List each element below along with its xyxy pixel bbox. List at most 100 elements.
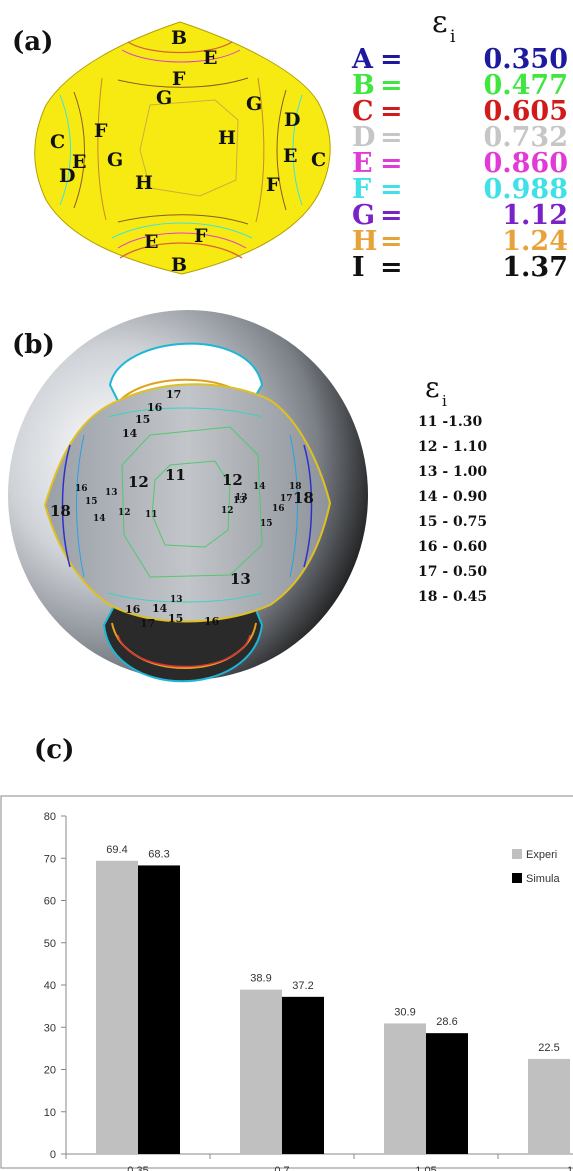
panel-b-map-label: 15 [260, 519, 273, 529]
panel-b-label: (b) [12, 330, 55, 360]
panel-a-contour [117, 214, 249, 225]
panel-b-contour [76, 434, 85, 578]
panel-b-map-label: 14 [253, 482, 266, 492]
panel-a-legend-value: 0.732 [483, 122, 568, 153]
panel-a-legend-key: D [352, 122, 375, 153]
panel-a-legend-row: A = 0.350 [351, 44, 568, 75]
panel-a-legend-epsilon: ε [432, 5, 448, 40]
panel-a-map-label: E [144, 231, 158, 253]
panel-b-map-label: 14 [93, 514, 106, 524]
panel-a-legend-eq: = [380, 122, 403, 153]
panel-a-legend-value: 0.860 [483, 148, 568, 179]
panel-b-map-label: 12 [221, 506, 234, 516]
panel-b-legend-item: 18 - 0.45 [418, 589, 487, 605]
panel-b-map-label: 17 [280, 494, 293, 504]
panel-a-legend-eq: = [380, 70, 403, 101]
panel-b-map-label: 13 [235, 493, 248, 503]
panel-a-map-label: C [311, 149, 326, 171]
panel-a-legend-value: 0.477 [483, 70, 568, 101]
panel-b-map-label: 11 [145, 510, 158, 520]
panel-b-legend-epsilon: ε [425, 371, 440, 404]
panel-a-legend-value: 1.12 [502, 200, 568, 231]
panel-b-map-label: 16 [125, 603, 141, 616]
panel-a-map-label: E [203, 47, 217, 69]
legend-swatch [512, 873, 522, 883]
panel-b-map-label: 13 [105, 488, 118, 498]
panel-a-contour [127, 41, 233, 54]
panel-b-map-label: 14 [152, 602, 168, 615]
panel-b: 17 16 15 14 11 12 12 13 18 18 16 15 13 1… [0, 305, 573, 705]
panel-a-legend-subscript: i [450, 27, 456, 47]
panel-a-legend-value: 1.37 [502, 252, 568, 283]
panel-b-map-label: 13 [230, 570, 251, 588]
bar-series-2 [138, 865, 180, 1154]
panel-b-contour [303, 444, 313, 568]
panel-a-legend-row: D = 0.732 [352, 122, 568, 153]
panel-a-legend-eq: = [380, 174, 403, 205]
panel-a-legend-eq: = [380, 148, 403, 179]
x-tick-label: 1 [567, 1165, 573, 1171]
y-tick-label: 30 [44, 1022, 56, 1034]
panel-a-legend-eq: = [380, 44, 403, 75]
panel-a-legend-title: ε i [432, 5, 456, 47]
panel-a-map-label: G [246, 93, 262, 115]
panel-a-legend-row: G = 1.12 [352, 200, 568, 231]
panel-b-legend-item: 13 - 1.00 [418, 464, 487, 480]
panel-a-map-label: D [59, 165, 75, 187]
panel-b-bottom-lobe-contour [117, 634, 251, 668]
bar-series-1 [240, 989, 282, 1154]
panel-a-map-label: F [266, 174, 280, 196]
panel-a-map-label: C [50, 131, 65, 153]
panel-b-contour [289, 434, 298, 578]
y-tick-label: 0 [50, 1149, 56, 1161]
panel-a-contour [276, 89, 287, 211]
panel-a-map-label: G [107, 149, 123, 171]
x-tick-label: 0,7 [274, 1165, 289, 1171]
panel-a-map-label: B [171, 27, 187, 49]
bar-series-2 [426, 1033, 468, 1154]
panel-b-map-label: 16 [147, 401, 163, 414]
panel-b-map-label: 12 [222, 471, 243, 489]
data-label: 22.5 [538, 1042, 559, 1054]
panel-a-legend-key: A [351, 44, 374, 75]
panel-a-contour [121, 49, 241, 63]
x-tick-label: 0,35 [127, 1165, 148, 1171]
panel-b-map-label: 16 [75, 484, 88, 494]
panel-a-map-label: F [172, 68, 186, 90]
bar-chart: 0 10 20 30 40 50 60 70 80 0,35 69.4 68.3 0,7 38.9 37.2… [44, 811, 573, 1171]
panel-a-legend-eq: = [380, 226, 403, 257]
panel-a-map-label: F [94, 120, 108, 142]
panel-a-legend-key: B [352, 70, 375, 101]
panel-b-legend-title: ε i [425, 371, 447, 410]
panel-b-map-label: 17 [140, 617, 155, 630]
panel-b-contour [107, 407, 263, 418]
panel-a-strain-map [34, 21, 331, 275]
bar-series-1 [528, 1058, 570, 1154]
panel-b-map-labels: 17 16 15 14 11 12 12 13 18 18 16 15 13 1… [50, 388, 314, 630]
panel-a-legend-key: E [352, 148, 373, 179]
panel-a-contour [59, 94, 71, 206]
legend-swatch [512, 849, 522, 859]
panel-a-legend-key: H [352, 226, 378, 257]
panel-b-contour [61, 444, 71, 568]
panel-b-map-label: 15 [168, 612, 183, 625]
panel-b-map-label: 12 [118, 508, 131, 518]
panel-a-map-label: G [156, 87, 172, 109]
panel-a-map-label: F [194, 225, 208, 247]
panel-a-map-label: D [284, 109, 300, 131]
panel-b-map-label: 17 [166, 388, 181, 401]
panel-a-legend-eq: = [380, 200, 403, 231]
panel-b-map-label: 16 [204, 615, 220, 628]
panel-b-map-label: 14 [122, 427, 138, 440]
panel-b-map-label: 18 [289, 482, 302, 492]
panel-a: B E F G G D H C F E C D E G H F E F B (a… [0, 0, 573, 290]
panel-b-contour [107, 592, 263, 603]
panel-a-legend-key: C [352, 96, 374, 127]
panel-b-map-label: 12 [128, 473, 149, 491]
panel-b-map-label: 13 [170, 595, 183, 605]
panel-a-contour [117, 77, 249, 88]
data-label: 38.9 [250, 973, 271, 985]
panel-a-legend-row: F = 0.988 [352, 174, 568, 205]
bar-series-2 [282, 996, 324, 1154]
panel-a-legend-value: 0.605 [483, 96, 568, 127]
